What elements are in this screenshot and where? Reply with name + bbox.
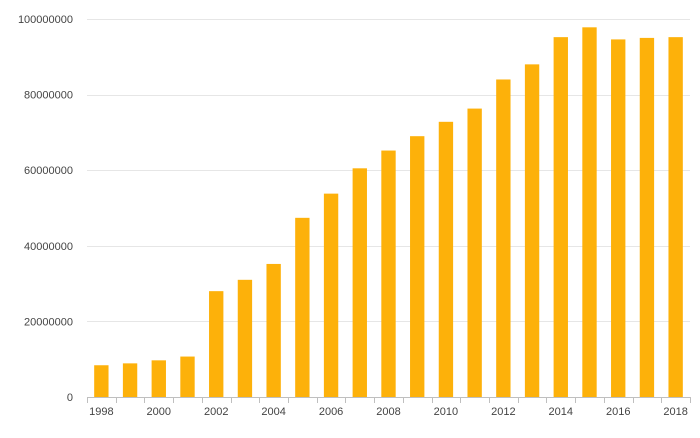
bar-2008 [381,150,396,397]
y-tick-label: 100000000 [18,14,73,26]
bar-2016 [611,39,626,398]
bar-2017 [639,37,655,398]
x-axis [87,397,691,403]
y-tick-label: 40000000 [24,241,73,253]
x-axis-tick-labels: 1998 2000 2002 2004 2006 2008 2010 2012 2014 2016… [89,406,688,418]
bar-2000 [151,360,166,397]
x-tick-label: 2014 [549,406,573,418]
x-tick-label: 2018 [663,406,687,418]
bar-2010 [438,121,454,397]
x-tick-label: 1998 [89,406,113,418]
y-tick-label: 0 [67,392,73,404]
bar-2018 [668,37,683,397]
y-tick-label: 60000000 [24,165,73,177]
x-tick-label: 2016 [606,406,630,418]
bar-2014 [553,37,568,397]
y-axis-tick-labels: 0 20000000 40000000 60000000 80000000 1000000… [18,14,73,404]
y-tick-label: 20000000 [24,316,73,328]
bars [94,27,683,398]
bar-2007 [352,168,367,397]
bar-2011 [467,108,482,397]
x-tick-label: 2004 [261,406,285,418]
x-tick-label: 2006 [319,406,343,418]
x-tick-label: 2010 [434,406,458,418]
bar-2004 [266,263,281,397]
bar-2001 [180,356,195,397]
x-tick-label: 2008 [376,406,400,418]
x-tick-label: 2000 [147,406,171,418]
x-tick-label: 2002 [204,406,228,418]
bar-2013 [524,64,540,398]
bar-1998 [94,365,109,397]
bar-2002 [209,291,224,397]
bar-2003 [237,279,253,397]
bar-1999 [122,363,138,397]
bar-2012 [496,79,511,397]
bar-2006 [323,193,339,397]
bar-2009 [410,136,425,397]
y-tick-label: 80000000 [24,90,73,102]
bar-2005 [295,217,310,397]
bar-2015 [582,27,597,397]
x-tick-label: 2012 [491,406,515,418]
